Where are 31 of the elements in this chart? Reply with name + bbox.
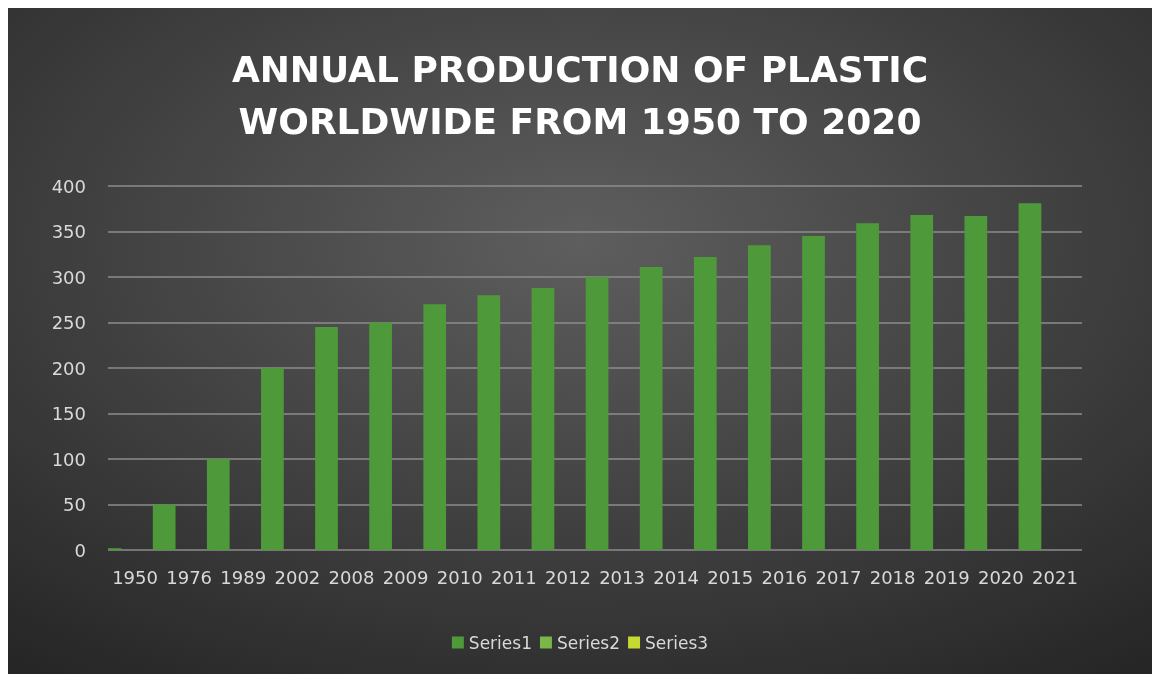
y-tick-label: 350 <box>51 221 86 242</box>
x-tick-label: 2008 <box>328 566 375 588</box>
y-tick-label: 100 <box>51 448 86 470</box>
legend-label: Series2 <box>556 632 621 653</box>
y-tick-label: 300 <box>51 266 86 288</box>
y-tick-label: 400 <box>51 175 86 197</box>
x-tick-label: 2013 <box>599 566 645 588</box>
x-tick-label: 1989 <box>220 566 267 588</box>
y-tick-label: 50 <box>63 494 86 515</box>
x-tick-label: 2019 <box>923 566 970 588</box>
chart-title: ANNUAL PRODUCTION OF PLASTIC WORLDWIDE FROM 1950 TO 2020 <box>231 48 929 142</box>
x-tick-label: 2010 <box>436 566 483 588</box>
y-tick-label: 0 <box>74 539 86 561</box>
x-tick-label: 2021 <box>1032 566 1078 588</box>
x-tick-label: 1950 <box>112 566 158 588</box>
x-tick-label: 2016 <box>761 566 808 588</box>
x-tick-label: 2002 <box>274 566 321 588</box>
x-tick-label: 2018 <box>869 566 916 588</box>
x-tick-label: 2020 <box>977 566 1024 588</box>
x-tick-label: 2015 <box>707 566 754 588</box>
x-tick-label: 2017 <box>815 566 862 588</box>
y-tick-label: 150 <box>51 403 86 424</box>
x-tick-label: 2009 <box>382 566 429 588</box>
x-tick-label: 1976 <box>166 566 213 588</box>
x-tick-label: 2011 <box>490 566 537 588</box>
x-tick-label: 2014 <box>653 566 700 588</box>
x-tick-label: 2012 <box>545 566 591 588</box>
y-tick-label: 250 <box>51 312 86 333</box>
legend-label: Series1 <box>468 632 532 653</box>
y-tick-label: 200 <box>51 357 86 379</box>
legend-label: Series3 <box>645 632 709 653</box>
